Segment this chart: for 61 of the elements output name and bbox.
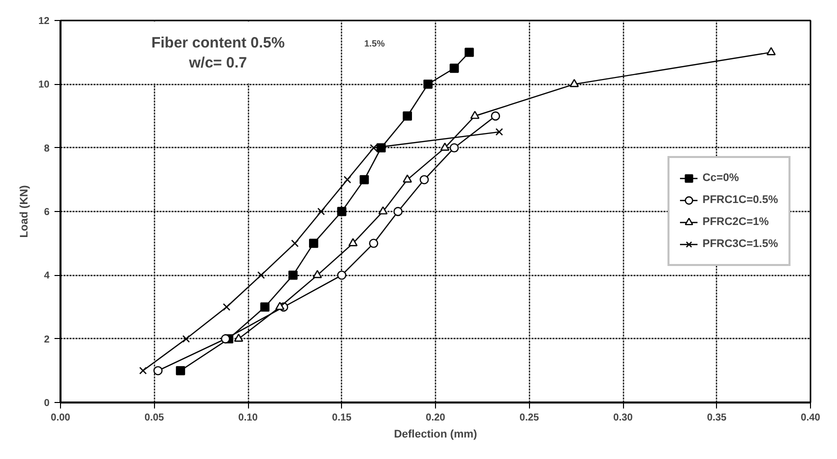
point [139, 366, 147, 374]
point [182, 335, 190, 343]
point [220, 334, 230, 344]
point [275, 302, 284, 310]
x-tick-label: 0.20 [426, 412, 446, 424]
y-tick-label: 10 [38, 80, 50, 91]
point [370, 144, 378, 152]
point [470, 110, 480, 119]
point [402, 174, 412, 183]
point [348, 238, 358, 246]
point [288, 270, 298, 280]
point [402, 111, 412, 121]
x-tick-label: 0.10 [238, 412, 258, 424]
y-tick-label: 2 [44, 334, 50, 346]
point [495, 128, 504, 136]
x-tick-label: 0.25 [520, 412, 540, 424]
point [337, 270, 346, 280]
y-tick-label: 0 [44, 398, 50, 409]
point [369, 238, 378, 248]
point [420, 175, 429, 184]
y-tick-label: 6 [44, 207, 50, 218]
legend-label: PFRC1C=0.5% [702, 194, 778, 206]
point [393, 206, 403, 216]
point [423, 80, 433, 89]
point [490, 111, 500, 121]
point [570, 78, 579, 88]
point [312, 270, 322, 278]
y-tick-label: 4 [44, 270, 50, 282]
x-tick-label: 0.30 [613, 412, 634, 424]
x-tick-label: 0.40 [800, 412, 821, 424]
x-tick-label: 0.05 [144, 412, 164, 424]
point [291, 240, 299, 248]
point [222, 303, 230, 311]
point [176, 366, 186, 376]
y-axis-title: Load (KN) [18, 184, 30, 238]
point [360, 175, 369, 184]
point [234, 334, 244, 342]
x-tick-label: 0.35 [707, 412, 727, 424]
point [464, 48, 474, 57]
x-axis-title: Deflection (mm) [394, 428, 478, 440]
point [440, 142, 450, 151]
point [257, 271, 265, 279]
y-tick-label: 8 [44, 143, 50, 154]
point [378, 206, 388, 214]
point [260, 302, 270, 312]
x-tick-label: 0.00 [50, 412, 71, 424]
point [309, 238, 318, 248]
point [317, 208, 325, 216]
point [450, 143, 459, 152]
legend-label: Cc=0% [702, 172, 739, 184]
legend-label: PFRC2C=1% [702, 216, 769, 228]
annotation: 1.5% [364, 38, 385, 48]
y-tick-label: 12 [38, 16, 50, 27]
legend-label: PFRC3C=1.5% [702, 238, 778, 250]
annotation: Fiber content 0.5% w/c= 0.7 [151, 34, 285, 72]
point [766, 47, 776, 56]
point [337, 206, 346, 216]
point [344, 176, 352, 184]
point [450, 64, 459, 73]
point [153, 366, 163, 376]
x-tick-label: 0.15 [332, 412, 352, 424]
